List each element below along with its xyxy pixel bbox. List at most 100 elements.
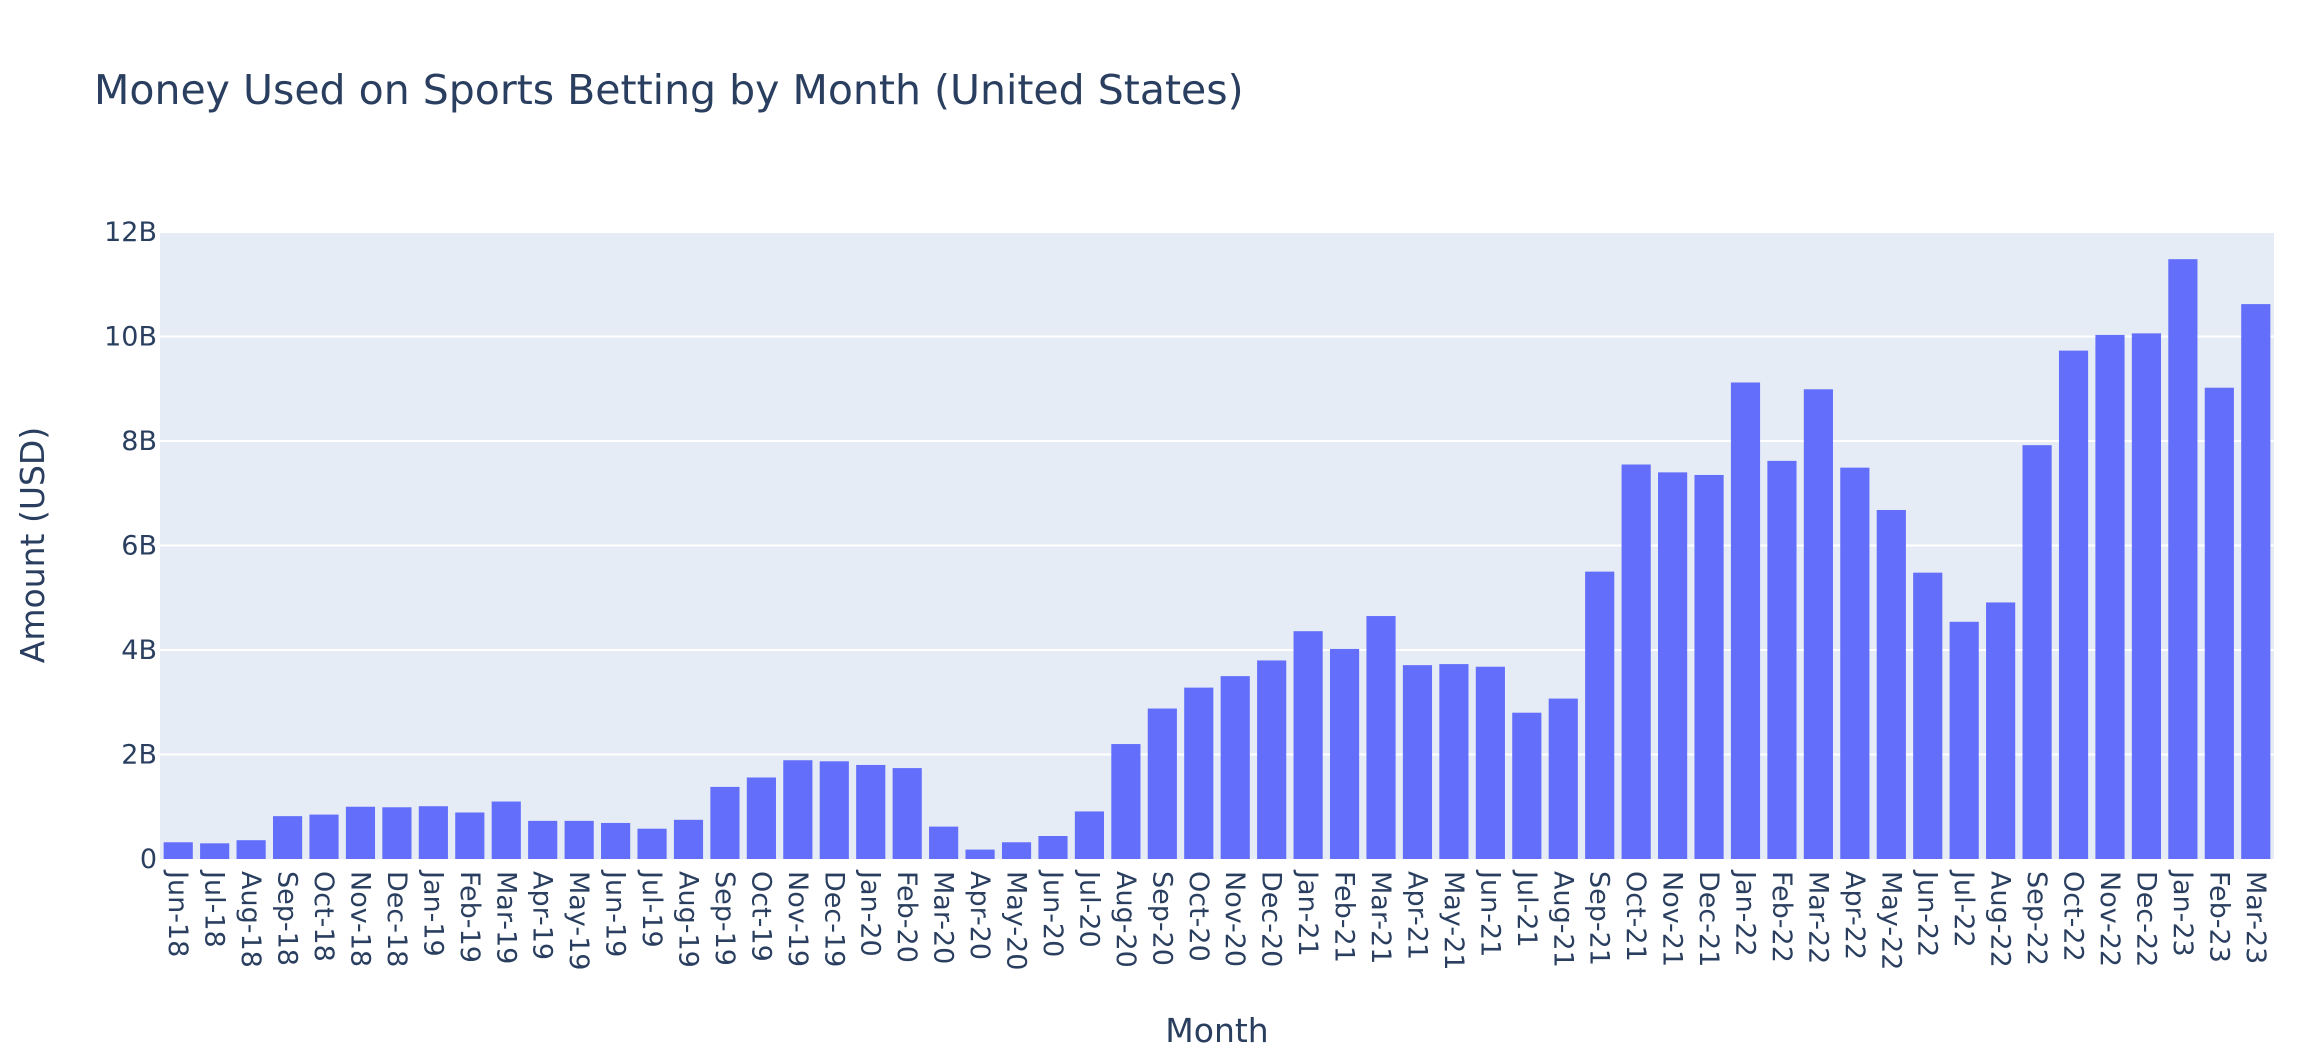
bar (2095, 334, 2125, 859)
x-tick-label: Jun-22 (1912, 869, 1943, 957)
x-tick-label: Jul-18 (199, 869, 230, 948)
bar (455, 812, 485, 859)
x-tick-label: Aug-19 (673, 871, 704, 968)
bar (1876, 509, 1906, 859)
x-tick-label: Feb-20 (891, 871, 922, 963)
bar (236, 840, 266, 859)
bar (1366, 616, 1396, 859)
bar (1986, 602, 2016, 859)
bar (200, 843, 230, 859)
chart-title: Money Used on Sports Betting by Month (U… (94, 66, 1244, 114)
x-tick-label: Jun-18 (162, 869, 193, 957)
x-tick-label: Apr-21 (1401, 871, 1432, 960)
bar (819, 761, 849, 859)
y-tick-label: 12B (104, 217, 157, 248)
x-tick-label: Nov-22 (2094, 871, 2125, 967)
x-tick-label: May-21 (1438, 871, 1469, 970)
bar (2168, 259, 2198, 859)
y-tick-label: 4B (121, 635, 157, 666)
x-tick-label: Sep-19 (709, 871, 740, 966)
y-axis-ticks: 0 2B 4B 6B 8B 10B 12B (104, 217, 157, 875)
x-tick-label: Dec-22 (2130, 871, 2161, 967)
x-tick-label: Sep-20 (1146, 871, 1177, 966)
x-tick-label: Aug-18 (235, 871, 266, 968)
gridlines (160, 231, 2274, 756)
x-tick-label: Dec-18 (381, 871, 412, 967)
y-tick-label: 10B (104, 322, 157, 353)
x-tick-label: Apr-22 (1839, 871, 1870, 960)
x-tick-label: Jul-22 (1948, 869, 1979, 948)
bar (2241, 304, 2271, 860)
x-tick-label: Oct-20 (1183, 871, 1214, 962)
bar (272, 816, 303, 859)
x-tick-label: Sep-21 (1584, 871, 1615, 966)
x-tick-label: Aug-20 (1110, 871, 1141, 968)
x-tick-label: Feb-19 (454, 871, 485, 963)
bar (1402, 665, 1433, 859)
bar (1949, 621, 1979, 859)
bar (1730, 382, 1761, 859)
x-tick-label: Dec-21 (1693, 871, 1724, 967)
x-tick-label: Jan-20 (855, 869, 886, 957)
bar (1658, 472, 1688, 859)
bar (965, 849, 995, 859)
bar (892, 768, 922, 859)
bar (1220, 676, 1250, 859)
bar (1840, 467, 1870, 859)
x-tick-label: Mar-23 (2240, 871, 2271, 964)
bar (1038, 836, 1068, 859)
x-tick-label: Jun-19 (600, 869, 631, 957)
x-tick-label: Nov-19 (782, 871, 813, 967)
bar (1001, 842, 1032, 859)
x-tick-label: Apr-19 (527, 871, 558, 960)
x-tick-label: Oct-21 (1620, 871, 1651, 962)
x-tick-label: Sep-18 (272, 871, 303, 966)
y-tick-label: 0 (140, 844, 157, 875)
x-tick-label: Feb-22 (1766, 871, 1797, 963)
x-axis-title: Month (1165, 1011, 1268, 1050)
bar (564, 820, 594, 859)
bar (710, 786, 740, 859)
x-tick-label: Feb-21 (1329, 871, 1360, 963)
bar (491, 801, 521, 859)
bar (528, 820, 558, 859)
bar (418, 806, 448, 859)
x-tick-label: Sep-22 (2021, 871, 2052, 966)
bar (1475, 666, 1505, 859)
x-tick-label: Jun-20 (1037, 869, 1068, 957)
bar (1803, 389, 1833, 859)
x-tick-label: Oct-22 (2058, 871, 2089, 962)
bar (929, 826, 959, 859)
bar (746, 777, 776, 859)
bar (601, 822, 631, 859)
x-tick-label: Mar-21 (1365, 871, 1396, 964)
x-tick-label: Apr-20 (964, 871, 995, 960)
x-tick-label: Jan-23 (2167, 869, 2198, 957)
bar (1184, 687, 1214, 859)
bar (1293, 631, 1323, 859)
bar (1257, 660, 1287, 859)
bar (2058, 350, 2089, 859)
x-tick-label: Feb-23 (2203, 871, 2234, 963)
x-tick-label: Nov-20 (1219, 871, 1250, 967)
x-tick-label: May-22 (1875, 871, 1906, 970)
bar (309, 814, 339, 859)
x-tick-label: Nov-21 (1657, 871, 1688, 967)
x-tick-label: Jul-21 (1511, 869, 1542, 948)
bar (1548, 698, 1578, 859)
bar (1074, 811, 1105, 859)
bar (783, 760, 813, 859)
bar (637, 828, 667, 859)
bar (1512, 712, 1542, 859)
x-tick-label: Jan-19 (417, 869, 448, 957)
x-tick-label: Mar-22 (1802, 871, 1833, 964)
bar (1694, 474, 1724, 859)
bar (673, 819, 704, 859)
x-tick-label: Jan-22 (1730, 869, 1761, 957)
bar (163, 842, 193, 859)
x-tick-label: Jun-21 (1474, 869, 1505, 957)
x-tick-label: Mar-19 (490, 871, 521, 964)
bar (1329, 648, 1360, 859)
bar (2131, 333, 2162, 859)
